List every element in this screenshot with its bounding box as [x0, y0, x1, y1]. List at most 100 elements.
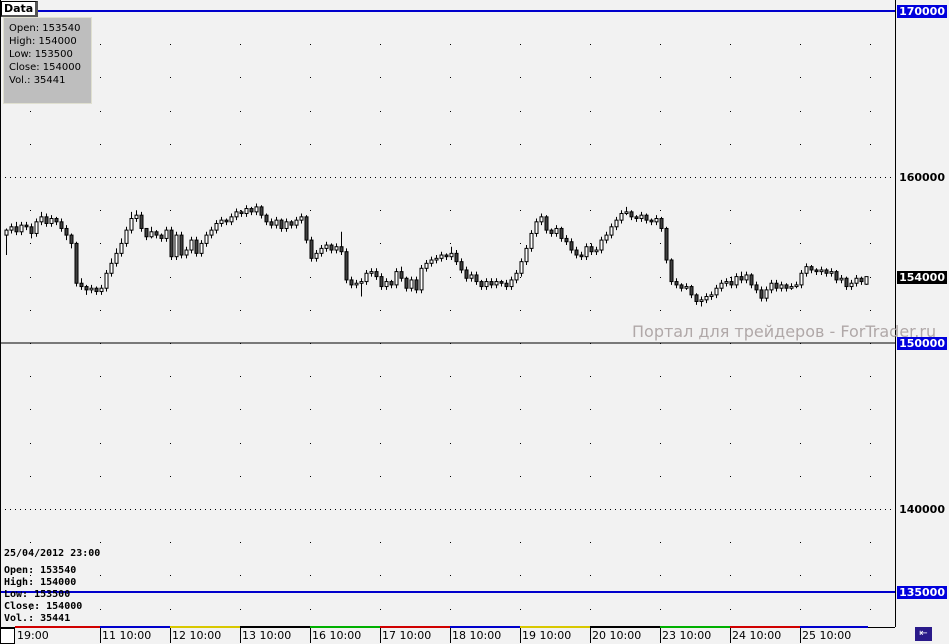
grid-dot [310, 144, 311, 145]
candle-body [454, 252, 459, 263]
candle-body [54, 218, 59, 223]
candle-body [664, 227, 669, 261]
candle-body [729, 281, 734, 286]
candle-body [384, 281, 389, 288]
grid-dot [520, 443, 521, 444]
grid-dot [800, 210, 801, 211]
grid-dot [380, 44, 381, 45]
grid-dot [240, 144, 241, 145]
day-color-bars [15, 626, 868, 628]
grid-dot [30, 542, 31, 543]
candle-body [149, 231, 154, 238]
grid-dot [520, 277, 521, 278]
candle-body [824, 269, 829, 274]
data-tab[interactable]: Data [1, 1, 39, 17]
candle-body [44, 216, 49, 224]
grid-dot [170, 210, 171, 211]
grid-dot [100, 111, 101, 112]
grid-dot [30, 476, 31, 477]
time-label: 16 10:00 [310, 628, 362, 643]
grid-dot [170, 542, 171, 543]
grid-dot [520, 609, 521, 610]
time-label: 24 10:00 [730, 628, 782, 643]
candle-body [584, 246, 589, 258]
candle-body [559, 227, 564, 239]
candle-body [64, 227, 69, 236]
grid-dot [380, 243, 381, 244]
grid-dot [310, 542, 311, 543]
candle-body [274, 219, 279, 226]
candle-body [749, 274, 754, 286]
grid-dot [730, 44, 731, 45]
grid-dot [800, 476, 801, 477]
candle-body [434, 257, 439, 261]
day-color-bar [240, 626, 310, 628]
candle-body [464, 269, 469, 279]
candle-body [484, 281, 489, 288]
candle-body [839, 277, 844, 281]
grid-dot [520, 243, 521, 244]
grid-dot [660, 609, 661, 610]
candle-body [754, 284, 759, 291]
grid-dot [380, 310, 381, 311]
grid-dot [170, 77, 171, 78]
grid-dot [380, 409, 381, 410]
candle-body [299, 216, 304, 221]
candle-body [539, 216, 544, 223]
grid-dot [170, 277, 171, 278]
candle-body [709, 294, 714, 298]
grid-dot [450, 476, 451, 477]
grid-dot [520, 111, 521, 112]
info-high: High: 154000 [4, 577, 77, 588]
grid-dot [30, 210, 31, 211]
watermark: Портал для трейдеров - ForTrader.ru [632, 322, 937, 341]
grid-dot [450, 77, 451, 78]
candle-body [109, 262, 114, 274]
grid-dot [170, 575, 171, 576]
grid-dot [170, 111, 171, 112]
grid-dot [450, 310, 451, 311]
grid-dot [170, 376, 171, 377]
candle-body [804, 266, 809, 274]
grid-dot [240, 210, 241, 211]
grid-dot [450, 144, 451, 145]
grid-dot [590, 310, 591, 311]
grid-dot [870, 111, 871, 112]
grid-dot [380, 575, 381, 576]
grid-dot [100, 310, 101, 311]
candle-body [479, 281, 484, 288]
candles [4, 203, 869, 307]
grid-dot [520, 376, 521, 377]
grid-dot [800, 409, 801, 410]
grid-dot [380, 111, 381, 112]
grid-dot [660, 77, 661, 78]
grid-dot [380, 609, 381, 610]
candle-body [314, 252, 319, 259]
candle-body [614, 219, 619, 228]
grid-dot [870, 476, 871, 477]
grid-dot [30, 409, 31, 410]
candle-body [234, 211, 239, 218]
candle-body [609, 226, 614, 236]
candle-body [229, 216, 234, 223]
grid-dot [870, 575, 871, 576]
candle-body [414, 279, 419, 291]
candle-body [784, 284, 789, 289]
scroll-to-end-button[interactable]: ⇤ [915, 627, 932, 641]
grid-dot [100, 609, 101, 610]
grid-dot [310, 44, 311, 45]
candle-body [329, 244, 334, 251]
day-color-bar [310, 626, 380, 628]
candle-body [14, 226, 19, 233]
day-color-bar [380, 626, 450, 628]
candle-body [599, 239, 604, 251]
candle-body [834, 271, 839, 281]
grid-dot [240, 111, 241, 112]
scroll-box[interactable] [0, 628, 15, 644]
candle-body [324, 244, 329, 249]
grid-dot [730, 443, 731, 444]
grid-dot [660, 476, 661, 477]
candle-body [184, 249, 189, 256]
grid-dot [100, 144, 101, 145]
